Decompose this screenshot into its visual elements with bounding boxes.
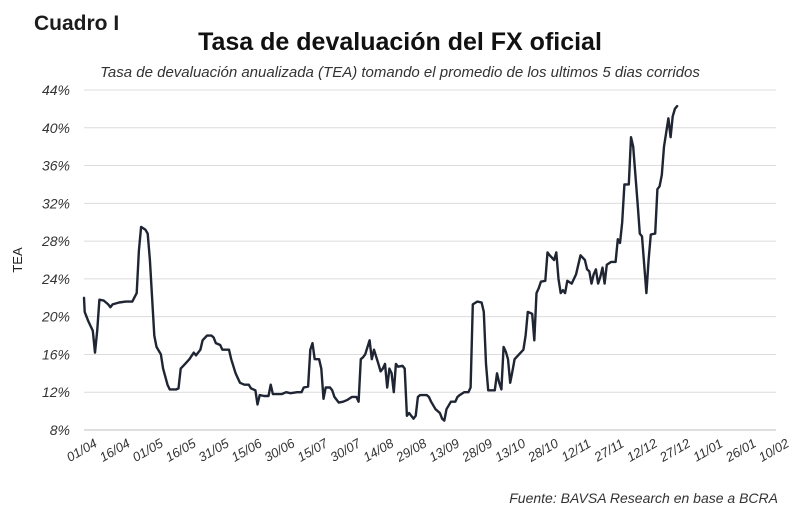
- x-tick-label-12-12: 12/12: [624, 435, 660, 465]
- chart-title: Tasa de devaluación del FX oficial: [198, 28, 602, 56]
- x-axis-ticks: 01/0416/0401/0516/0531/0515/0630/0615/07…: [64, 435, 792, 465]
- y-axis-label: TEA: [10, 247, 25, 273]
- x-tick-label-30-07: 30/07: [328, 435, 364, 465]
- x-tick-label-15-07: 15/07: [295, 435, 331, 465]
- figure-label: Cuadro I: [34, 12, 120, 35]
- x-tick-label-27-12: 27/12: [656, 435, 693, 465]
- x-tick-label-10-02: 10/02: [756, 435, 792, 465]
- x-tick-label-01-05: 01/05: [130, 435, 166, 465]
- series-line-tea: [82, 104, 679, 422]
- x-tick-label-12-11: 12/11: [559, 436, 594, 465]
- x-tick-label-13-09: 13/09: [426, 435, 462, 464]
- y-tick-label-32: 32%: [42, 195, 70, 211]
- x-tick-label-30-06: 30/06: [262, 435, 298, 465]
- x-tick-label-26-01: 26/01: [722, 435, 759, 465]
- source-note: Fuente: BAVSA Research en base a BCRA: [509, 490, 778, 506]
- series-lines: [82, 104, 679, 422]
- y-tick-label-24: 24%: [41, 271, 70, 287]
- x-tick-label-15-06: 15/06: [229, 435, 265, 465]
- x-tick-label-11-01: 11/01: [690, 436, 725, 465]
- x-tick-label-16-05: 16/05: [163, 435, 199, 465]
- chart-subtitle: Tasa de devaluación anualizada (TEA) tom…: [100, 64, 700, 81]
- y-axis-ticks: 8% 12% 16% 20% 24% 28% 32% 36% 40% 44%: [41, 82, 70, 438]
- y-tick-label-20: 20%: [41, 309, 70, 325]
- y-tick-label-8: 8%: [50, 422, 70, 438]
- y-tick-label-44: 44%: [42, 82, 70, 98]
- x-tick-label-13-10: 13/10: [492, 435, 528, 465]
- y-tick-label-28: 28%: [41, 233, 70, 249]
- x-tick-label-28-10: 28/10: [524, 435, 561, 465]
- x-tick-label-16-04: 16/04: [97, 435, 133, 464]
- x-tick-label-31-05: 31/05: [196, 435, 232, 465]
- y-tick-label-40: 40%: [42, 120, 70, 136]
- x-tick-label-27-11: 27/11: [591, 436, 627, 465]
- x-tick-label-01-04: 01/04: [64, 435, 100, 464]
- x-tick-label-29-08: 29/08: [393, 435, 430, 465]
- y-tick-label-12: 12%: [42, 384, 70, 400]
- gridlines: [84, 89, 776, 431]
- y-tick-label-16: 16%: [42, 346, 70, 362]
- x-tick-label-14-08: 14/08: [360, 435, 396, 465]
- x-tick-label-28-09: 28/09: [458, 435, 495, 465]
- y-tick-label-36: 36%: [42, 158, 70, 174]
